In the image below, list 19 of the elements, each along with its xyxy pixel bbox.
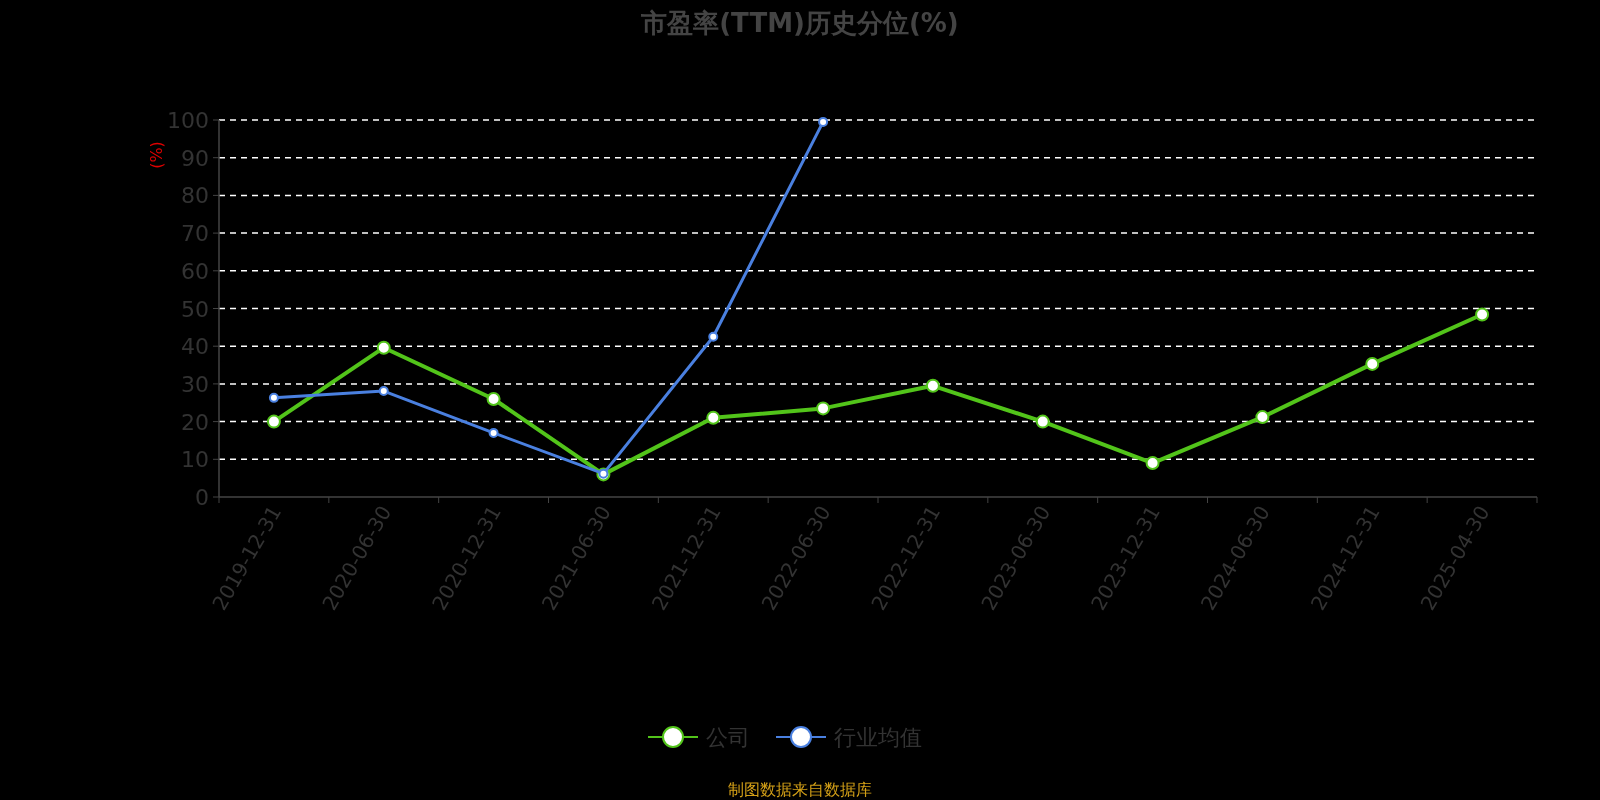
point (268, 392, 279, 403)
point (1475, 307, 1490, 322)
point (378, 386, 389, 397)
y-axis-title: (%) (147, 141, 166, 169)
point (1145, 456, 1160, 471)
point (816, 401, 831, 416)
point (1365, 356, 1380, 371)
point (706, 410, 721, 425)
point (708, 331, 719, 342)
text: 制图数据来自数据库 (728, 780, 872, 799)
point (925, 378, 940, 393)
point (486, 391, 501, 406)
point (376, 340, 391, 355)
point (266, 414, 281, 429)
point (1035, 414, 1050, 429)
point (818, 116, 829, 127)
chart-title: 市盈率(TTM)历史分位(%) (640, 8, 959, 38)
point (1255, 410, 1270, 425)
point (488, 427, 499, 438)
